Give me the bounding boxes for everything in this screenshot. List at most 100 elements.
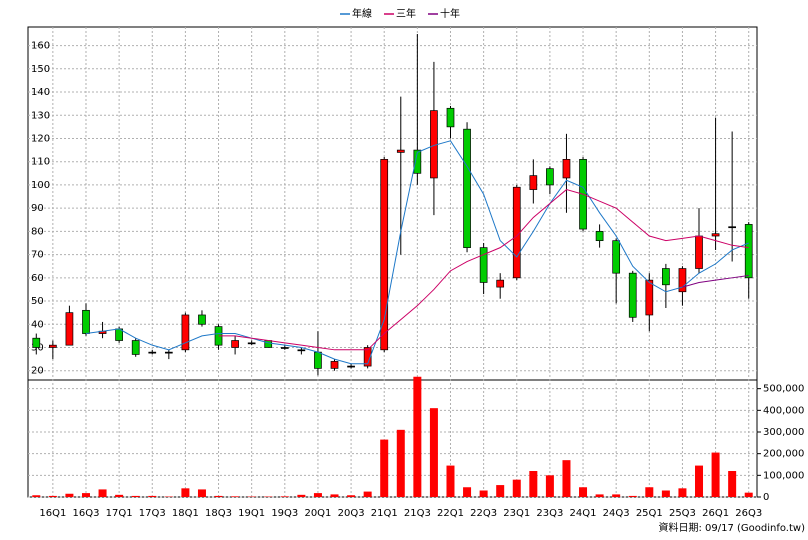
candle-body	[628, 272, 637, 318]
candle-body	[363, 347, 372, 367]
x-tick-label: 24Q3	[603, 508, 630, 519]
volume-bar	[678, 488, 687, 497]
y-tick-label: 130	[31, 110, 50, 121]
x-tick-label: 19Q1	[238, 508, 265, 519]
candle-body	[32, 337, 41, 348]
volume-bar	[695, 465, 704, 497]
x-tick-label: 16Q1	[39, 508, 66, 519]
x-tick-label: 18Q3	[205, 508, 232, 519]
x-tick-label: 21Q3	[404, 508, 431, 519]
candle-body	[314, 351, 322, 369]
volume-bar	[562, 460, 571, 497]
x-tick-label: 18Q1	[172, 508, 199, 519]
volume-bar	[330, 494, 339, 497]
candle-body	[413, 149, 422, 174]
x-tick-label: 23Q1	[503, 508, 530, 519]
volume-bar	[545, 475, 554, 497]
y-tick-label: 120	[31, 133, 50, 144]
legend-label: 年線	[352, 7, 372, 20]
volume-bar	[628, 495, 637, 497]
candle-body	[82, 309, 90, 334]
candle-body	[264, 340, 273, 348]
volume-bar	[231, 496, 240, 497]
volume-bar	[529, 471, 538, 497]
volume-bar	[496, 485, 505, 497]
candle-body	[297, 349, 306, 352]
y2-tick-label: 300,000	[763, 427, 804, 438]
candle-body	[744, 224, 753, 279]
volume-bar	[479, 490, 488, 497]
y-tick-label: 110	[31, 157, 50, 168]
ma-line	[85, 140, 749, 365]
x-tick-label: 16Q3	[73, 508, 100, 519]
x-tick-label: 25Q3	[669, 508, 696, 519]
volume-bar	[728, 471, 737, 497]
x-tick-label: 17Q3	[139, 508, 166, 519]
ma-line	[682, 274, 749, 288]
volume-bar	[612, 494, 621, 497]
volume-bar	[396, 429, 405, 497]
volume-bar	[148, 495, 157, 497]
volume-bar	[48, 495, 57, 497]
volume-bar	[463, 487, 472, 497]
volume-bar	[115, 494, 124, 497]
y2-tick-label: 200,000	[763, 449, 804, 460]
candle-body	[231, 340, 239, 348]
volume-bar	[297, 494, 306, 497]
candle-body	[446, 107, 455, 128]
y2-tick-label: 400,000	[763, 405, 804, 416]
volume-bar	[65, 493, 74, 497]
footnote: 資料日期: 09/17 (Goodinfo.tw)	[658, 521, 805, 534]
volume-bar	[197, 489, 206, 497]
y-tick-label: 50	[31, 296, 44, 307]
y-tick-label: 40	[31, 319, 44, 330]
volume-bar	[661, 490, 670, 497]
candle-body	[496, 279, 505, 288]
candle-body	[347, 365, 355, 368]
x-tick-label: 26Q1	[702, 508, 729, 519]
x-tick-label: 23Q3	[536, 508, 563, 519]
y2-tick-label: 100,000	[763, 470, 804, 481]
volume-bar	[711, 452, 720, 497]
x-tick-label: 17Q1	[106, 508, 133, 519]
volume-bar	[413, 376, 422, 497]
x-tick-label: 21Q1	[371, 508, 398, 519]
x-tick-label: 25Q1	[636, 508, 663, 519]
volume-bar	[363, 491, 372, 497]
volume-bar	[98, 489, 107, 497]
x-tick-label: 22Q3	[470, 508, 497, 519]
candle-body	[728, 226, 736, 229]
volume-bar	[81, 493, 90, 497]
candle-body	[49, 344, 57, 348]
plot-frame	[27, 26, 758, 498]
candle-body	[380, 159, 389, 351]
candle-body	[546, 168, 554, 186]
legend-label: 三年	[396, 7, 416, 20]
candle-body	[131, 340, 140, 355]
candle-body	[529, 175, 538, 190]
volume-bar	[595, 494, 604, 497]
volume-bar	[429, 408, 438, 497]
volume-bar	[313, 493, 322, 497]
candle-body	[280, 347, 289, 349]
volume-bar	[214, 495, 223, 497]
candle-body	[330, 361, 339, 369]
candle-body	[678, 268, 687, 293]
y2-tick-label: 500,000	[763, 384, 804, 395]
volume-bar	[280, 496, 289, 497]
volume-bar	[446, 465, 455, 497]
volume-bar	[579, 487, 588, 497]
candle-body	[711, 233, 720, 237]
candle-body	[247, 342, 256, 345]
x-tick-label: 22Q1	[437, 508, 464, 519]
candle-body	[562, 159, 571, 179]
x-tick-label: 20Q1	[304, 508, 331, 519]
y-tick-label: 100	[31, 180, 50, 191]
candle-body	[695, 235, 703, 269]
volume-bar	[645, 487, 654, 497]
candle-body	[148, 351, 157, 354]
legend-label: 十年	[440, 7, 460, 20]
volume-bar	[347, 495, 356, 497]
candle-body	[612, 240, 621, 274]
